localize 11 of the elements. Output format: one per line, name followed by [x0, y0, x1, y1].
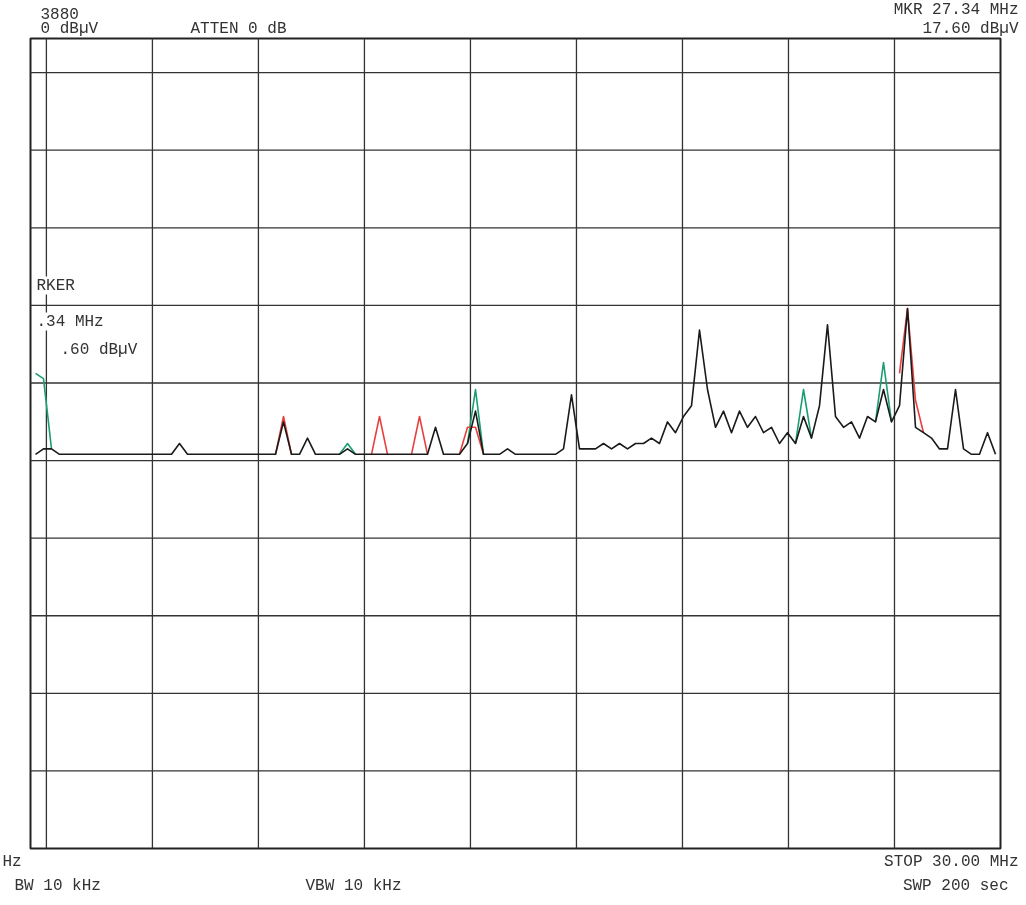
text: ATTEN 0 dB [190, 19, 287, 38]
text: Hz [2, 852, 22, 871]
annotation: .60 dBµV [60, 340, 138, 359]
text: VBW 10 kHz [305, 876, 402, 895]
text: BW 10 kHz [14, 876, 101, 895]
text: SWP 200 sec [902, 876, 1009, 895]
text: 17.60 dBµV [922, 19, 1019, 38]
annotation: .34 MHz [36, 312, 104, 331]
text: MKR 27.34 MHz [893, 0, 1019, 19]
text: RKER [36, 276, 76, 295]
text: STOP 30.00 MHz [884, 852, 1019, 871]
